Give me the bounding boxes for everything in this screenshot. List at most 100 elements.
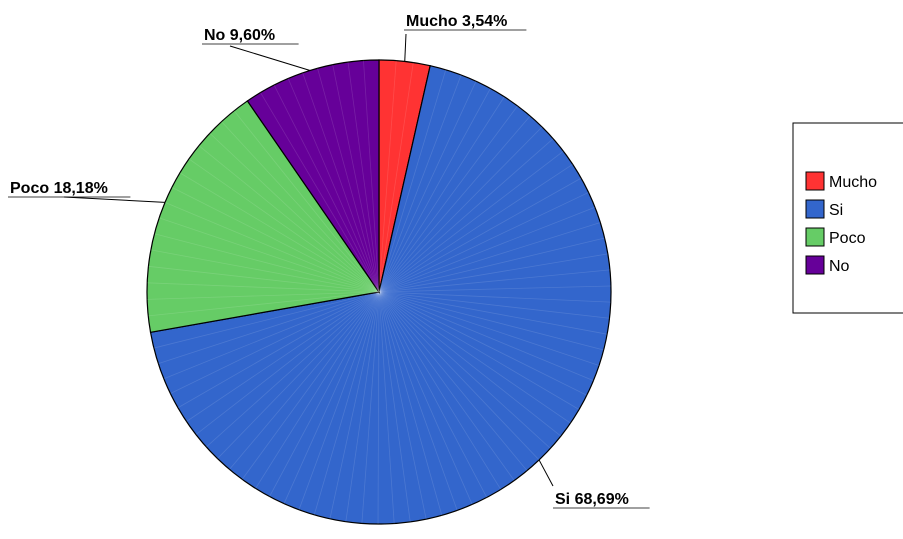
legend-swatch-poco (805, 227, 825, 247)
slice-texture-line (177, 291, 380, 409)
slice-texture-line (198, 145, 380, 293)
slice-texture-line (206, 291, 380, 448)
legend-swatch-no (805, 255, 825, 275)
slice-texture-line (378, 291, 611, 303)
pie-slice-poco (146, 100, 381, 333)
pie-slices (146, 59, 612, 525)
slice-texture-line (378, 88, 491, 293)
slice-texture-line (255, 291, 380, 489)
slice-texture-line (378, 291, 594, 381)
slice-texture-line (378, 291, 515, 481)
slice-texture-line (378, 163, 573, 293)
slice-texture-line (378, 62, 414, 293)
slice-texture-line (148, 291, 380, 317)
slice-texture-line (378, 291, 395, 524)
slice-texture-line (378, 291, 571, 424)
slice-texture-line (317, 68, 380, 293)
slice-texture-line (378, 269, 610, 293)
slice-texture-line (150, 249, 380, 293)
slice-texture-line (313, 291, 380, 515)
slice-label-mucho: Mucho 3,54% (406, 13, 507, 30)
slice-texture-line (378, 291, 562, 437)
slice-texture-line (347, 62, 380, 293)
slice-texture-line (302, 72, 380, 293)
leader-lines (63, 33, 554, 487)
slice-texture-line (229, 291, 380, 470)
slice-texture-line (283, 291, 380, 504)
slice-texture-line (273, 84, 380, 293)
legend-label-mucho: Mucho (829, 174, 877, 191)
pie-slice-si (149, 64, 612, 525)
slice-texture-line (217, 291, 380, 459)
slice-texture-line (361, 291, 380, 524)
leader-line-no (229, 45, 311, 71)
slice-texture-line (209, 132, 380, 293)
slice-texture-line (378, 291, 502, 490)
slice-texture-line (378, 285, 611, 293)
slice-texture-line (287, 78, 380, 293)
slice-texture-line (378, 291, 411, 522)
slice-texture-line (158, 291, 380, 364)
slice-texture-line (378, 291, 443, 516)
slice-texture-line (378, 126, 543, 293)
slice-texture-line (378, 291, 488, 498)
slice-texture-line (298, 291, 380, 510)
slice-texture-line (378, 291, 427, 520)
slice-texture-line (148, 265, 380, 293)
slice-texture-line (186, 291, 380, 422)
slice-texture-line (378, 237, 605, 293)
leader-line-mucho (404, 33, 407, 62)
slice-texture-line (378, 96, 505, 293)
slice-texture-line (378, 177, 582, 293)
slice-texture-line (378, 222, 601, 293)
slice-texture-line (363, 60, 380, 293)
slice-texture-line (378, 291, 540, 461)
slice-texture-line (159, 217, 380, 293)
legend-label-si: Si (829, 202, 843, 219)
slice-texture-line (195, 291, 380, 435)
slice-texture-line (378, 291, 600, 366)
slice-texture-line (332, 64, 380, 293)
slice-texture-line (377, 291, 380, 524)
slice-texture-line (171, 186, 380, 293)
slice-label-poco: Poco 18,18% (10, 180, 108, 197)
legend-swatch-si (805, 199, 825, 219)
slice-texture-line (163, 291, 380, 380)
slice-texture-line (269, 291, 380, 497)
slice-texture-line (378, 150, 564, 293)
slice-texture-line (221, 121, 380, 293)
slice-texture-line (329, 291, 380, 519)
leader-line-si (538, 459, 554, 487)
slice-texture-line (378, 138, 554, 293)
slice-texture-line (164, 202, 380, 293)
slice-texture-line (260, 92, 380, 293)
leader-line-poco (63, 196, 166, 203)
slice-texture-line (378, 192, 589, 293)
slice-texture-line (170, 291, 380, 394)
slice-texture-line (378, 115, 531, 293)
slice-texture-line (147, 282, 380, 293)
slice-texture-line (233, 110, 380, 293)
legend: Mucho Si Poco No (792, 122, 903, 314)
slice-texture-line (378, 81, 477, 293)
slice-texture-line (345, 291, 380, 522)
slice-texture-line (378, 60, 397, 293)
slice-texture-line (378, 291, 604, 351)
slice-labels: Mucho 3,54% Si 68,69% Poco 18,18% No 9,60% (8, 13, 650, 509)
slice-texture-line (378, 206, 596, 293)
slice-texture-line (378, 291, 528, 471)
slice-texture-line (378, 291, 587, 396)
slice-texture-line (378, 291, 458, 511)
slice-texture-line (378, 291, 610, 319)
slice-texture-line (153, 291, 380, 349)
slice-texture-line (378, 253, 608, 293)
slice-label-no: No 9,60% (204, 27, 275, 44)
legend-label-poco: Poco (829, 230, 866, 247)
legend-label-no: No (829, 258, 850, 275)
slice-texture-line (188, 158, 380, 293)
slice-texture-line (378, 74, 462, 293)
slice-texture-line (147, 291, 380, 300)
slice-texture-line (378, 291, 580, 410)
slice-texture-line (154, 233, 380, 293)
